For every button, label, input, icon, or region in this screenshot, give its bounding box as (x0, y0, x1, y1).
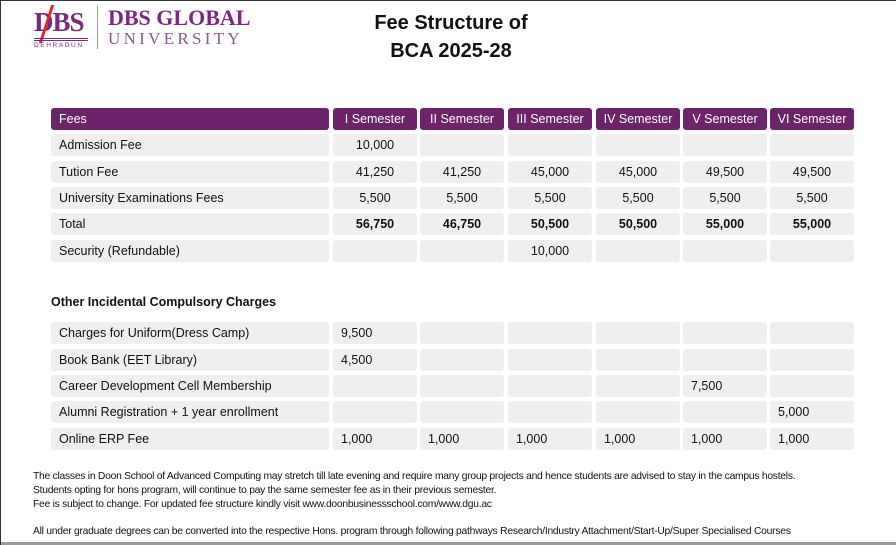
fee-cell: 41,250 (333, 161, 417, 183)
fee-cell: 55,000 (683, 213, 767, 235)
row-label: Charges for Uniform(Dress Camp) (51, 322, 329, 344)
fee-cell: 45,000 (508, 161, 592, 183)
charge-cell (333, 375, 417, 397)
charge-cell (770, 349, 854, 371)
charge-cell (596, 349, 680, 371)
column-header: III Semester (508, 108, 592, 130)
fee-cell: 50,500 (596, 213, 680, 235)
column-header: II Semester (420, 108, 504, 130)
charge-cell (420, 349, 504, 371)
charge-cell: 1,000 (508, 428, 592, 450)
note: Fee is subject to change. For updated fe… (33, 499, 492, 510)
row-label: Admission Fee (51, 134, 329, 156)
row-label: University Examinations Fees (51, 187, 329, 209)
page-title: Fee Structure of BCA 2025-28 (331, 9, 571, 65)
fee-cell: 10,000 (333, 134, 417, 156)
column-header: VI Semester (770, 108, 854, 130)
fee-cell (508, 134, 592, 156)
charge-cell (683, 349, 767, 371)
logo-name-line1: DBS GLOBAL (108, 5, 251, 30)
charge-cell (596, 401, 680, 423)
fee-cell: 46,750 (420, 213, 504, 235)
logo-divider (97, 5, 98, 49)
column-header: Fees (51, 108, 329, 130)
column-header: I Semester (333, 108, 417, 130)
fee-cell: 49,500 (770, 161, 854, 183)
fee-cell (596, 240, 680, 262)
charge-cell: 5,000 (770, 401, 854, 423)
fee-cell: 5,500 (596, 187, 680, 209)
charge-cell (508, 375, 592, 397)
charge-cell: 1,000 (770, 428, 854, 450)
row-label: Total (51, 213, 329, 235)
fee-cell (770, 240, 854, 262)
charge-cell (683, 322, 767, 344)
fee-cell (683, 240, 767, 262)
fee-cell: 5,500 (770, 187, 854, 209)
charge-cell (596, 375, 680, 397)
row-label: Tution Fee (51, 161, 329, 183)
charge-cell (333, 401, 417, 423)
fee-cell: 56,750 (333, 213, 417, 235)
row-label: Online ERP Fee (51, 428, 329, 450)
title-line2: BCA 2025-28 (390, 40, 512, 62)
note: The classes in Doon School of Advanced C… (33, 471, 796, 482)
charge-cell: 1,000 (333, 428, 417, 450)
fee-cell: 5,500 (420, 187, 504, 209)
fee-cell (420, 134, 504, 156)
fee-cell: 41,250 (420, 161, 504, 183)
dbs-logo-mark: DBS DEHRADUN (31, 5, 91, 51)
column-header: V Semester (683, 108, 767, 130)
logo-city: DEHRADUN (34, 42, 84, 49)
row-label: Career Development Cell Membership (51, 375, 329, 397)
charge-cell: 4,500 (333, 349, 417, 371)
fee-cell (596, 134, 680, 156)
charge-cell (770, 322, 854, 344)
charge-cell (596, 322, 680, 344)
charge-cell (420, 322, 504, 344)
footer-note: All under graduate degrees can be conver… (33, 526, 791, 537)
fee-cell: 10,000 (508, 240, 592, 262)
notes: The classes in Doon School of Advanced C… (33, 470, 796, 512)
row-label: Alumni Registration + 1 year enrollment (51, 401, 329, 423)
logo-name-line2: UNIVERSITY (108, 29, 243, 48)
fee-cell: 5,500 (333, 187, 417, 209)
charge-cell: 9,500 (333, 322, 417, 344)
title-line1: Fee Structure of (374, 12, 528, 34)
fee-cell: 49,500 (683, 161, 767, 183)
fee-cell (333, 240, 417, 262)
charge-cell: 7,500 (683, 375, 767, 397)
fee-cell (420, 240, 504, 262)
charge-cell (420, 375, 504, 397)
charge-cell: 1,000 (420, 428, 504, 450)
fee-cell (683, 134, 767, 156)
fee-cell: 45,000 (596, 161, 680, 183)
fee-cell (770, 134, 854, 156)
other-charges-heading: Other Incidental Compulsory Charges (51, 295, 277, 309)
charge-cell (508, 401, 592, 423)
fee-cell: 5,500 (508, 187, 592, 209)
note: Students opting for hons program, will c… (33, 485, 497, 496)
fee-cell: 55,000 (770, 213, 854, 235)
row-label: Book Bank (EET Library) (51, 349, 329, 371)
charge-cell (420, 401, 504, 423)
charge-cell (683, 401, 767, 423)
charge-cell (508, 322, 592, 344)
row-label: Security (Refundable) (51, 240, 329, 262)
fee-cell: 50,500 (508, 213, 592, 235)
fee-cell: 5,500 (683, 187, 767, 209)
charge-cell (770, 375, 854, 397)
charge-cell: 1,000 (683, 428, 767, 450)
charge-cell: 1,000 (596, 428, 680, 450)
charge-cell (508, 349, 592, 371)
university-logo: DBS DEHRADUN DBS GLOBAL UNIVERSITY (31, 5, 250, 51)
column-header: IV Semester (596, 108, 680, 130)
